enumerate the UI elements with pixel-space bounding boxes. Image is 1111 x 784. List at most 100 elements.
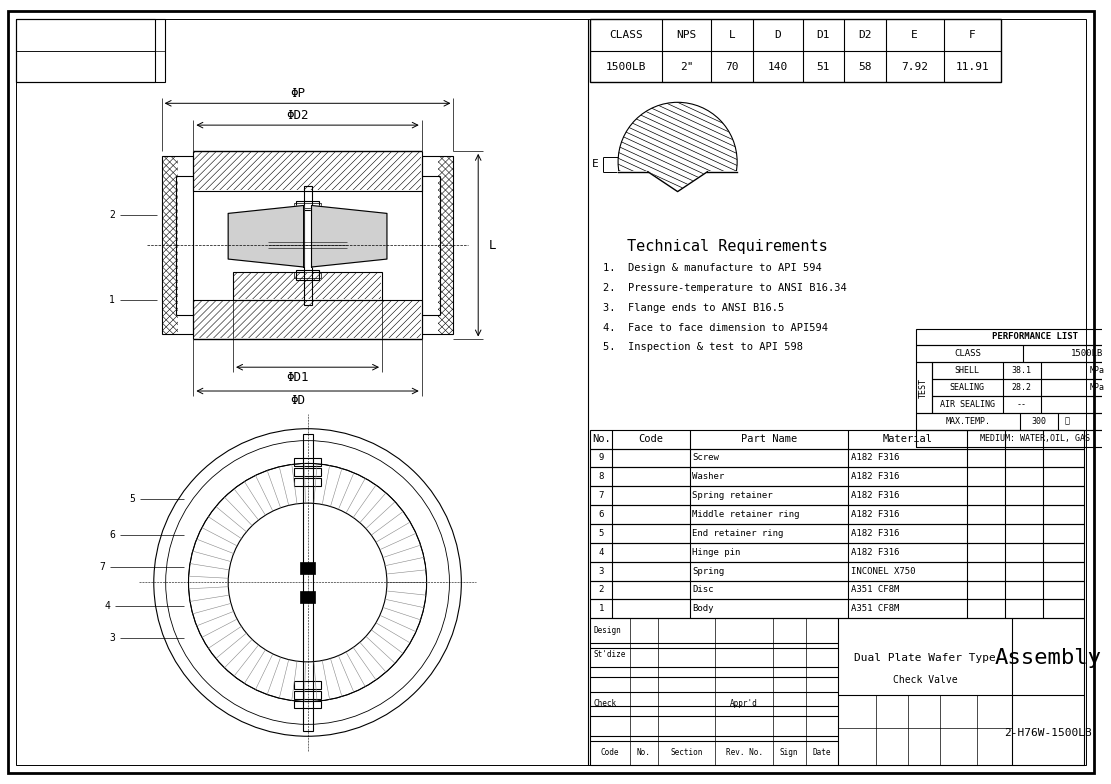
Bar	[296, 270, 320, 280]
Text: Appr'd: Appr'd	[730, 699, 758, 709]
Text: 2: 2	[109, 210, 116, 220]
Text: L: L	[729, 30, 735, 40]
Text: INCONEL X750: INCONEL X750	[851, 567, 915, 575]
Text: PERFORMANCE LIST: PERFORMANCE LIST	[992, 332, 1078, 342]
Bar	[932, 396, 1111, 413]
Text: 7: 7	[599, 492, 604, 500]
Text: Section: Section	[670, 748, 703, 757]
Text: 5: 5	[599, 529, 604, 538]
Text: --: --	[1017, 400, 1027, 409]
Bar	[590, 524, 1084, 543]
Text: A182 F316: A182 F316	[851, 510, 900, 519]
Bar	[233, 272, 382, 299]
Text: Technical Requirements: Technical Requirements	[627, 238, 828, 254]
Bar	[293, 272, 321, 278]
Text: 2": 2"	[680, 62, 693, 71]
Text: D2: D2	[859, 30, 872, 40]
Bar	[590, 543, 1084, 561]
Text: 4: 4	[104, 601, 110, 612]
Text: Check: Check	[593, 699, 617, 709]
Bar	[438, 156, 453, 335]
Text: 23: 23	[683, 197, 695, 206]
Text: MPa: MPa	[1090, 366, 1104, 376]
Bar	[590, 580, 1084, 599]
Text: E: E	[911, 30, 918, 40]
Text: 2.  Pressure-temperature to ANSI B16.34: 2. Pressure-temperature to ANSI B16.34	[603, 283, 847, 293]
Text: 38.1: 38.1	[1012, 366, 1032, 376]
Text: A182 F316: A182 F316	[851, 548, 900, 557]
Text: 7: 7	[99, 561, 106, 572]
Text: D1: D1	[817, 30, 830, 40]
Bar	[300, 561, 316, 574]
Text: St'dize: St'dize	[593, 651, 625, 659]
Bar	[293, 478, 321, 486]
Text: 7.92: 7.92	[901, 62, 928, 71]
Bar	[590, 486, 1084, 505]
Bar	[915, 328, 1111, 346]
Text: 28.2: 28.2	[1012, 383, 1032, 392]
Text: 8: 8	[599, 472, 604, 481]
Text: Spring: Spring	[692, 567, 724, 575]
Text: AIR SEALING: AIR SEALING	[940, 400, 994, 409]
Bar	[590, 505, 1084, 524]
Circle shape	[153, 429, 461, 736]
Text: No.: No.	[592, 434, 611, 444]
Text: A182 F316: A182 F316	[851, 492, 900, 500]
Bar	[293, 691, 321, 699]
Bar	[16, 19, 154, 82]
Text: 9: 9	[599, 453, 604, 463]
Text: 1500LB: 1500LB	[605, 62, 647, 71]
Circle shape	[228, 503, 387, 662]
Text: 3: 3	[599, 567, 604, 575]
Text: 58: 58	[859, 62, 872, 71]
Bar	[590, 467, 1084, 486]
Bar	[590, 561, 1084, 580]
Text: A351 CF8M: A351 CF8M	[851, 604, 900, 613]
Text: 4: 4	[599, 548, 604, 557]
Text: D: D	[774, 30, 781, 40]
Text: 1: 1	[599, 604, 604, 613]
Text: Body: Body	[692, 604, 714, 613]
Bar	[162, 156, 178, 335]
Text: MPa: MPa	[1090, 383, 1104, 392]
Text: 6: 6	[599, 510, 604, 519]
Circle shape	[618, 102, 737, 221]
Text: E: E	[592, 159, 599, 169]
Text: SEALING: SEALING	[950, 383, 984, 392]
Bar	[590, 599, 1084, 619]
Text: 70: 70	[725, 62, 739, 71]
Text: F: F	[969, 30, 975, 40]
Text: Check Valve: Check Valve	[893, 675, 958, 685]
Text: MAX.TEMP.: MAX.TEMP.	[945, 417, 990, 426]
Text: Washer: Washer	[692, 472, 724, 481]
Bar	[296, 201, 320, 210]
Text: A182 F316: A182 F316	[851, 453, 900, 463]
Text: ΦD: ΦD	[290, 394, 306, 408]
Bar	[293, 468, 321, 477]
Bar	[438, 156, 453, 335]
Text: 3.  Flange ends to ANSI B16.5: 3. Flange ends to ANSI B16.5	[603, 303, 784, 313]
Circle shape	[189, 463, 427, 702]
Text: Part Name: Part Name	[741, 434, 797, 444]
Text: 6: 6	[109, 530, 116, 540]
Bar	[590, 19, 1001, 82]
Text: A182 F316: A182 F316	[851, 529, 900, 538]
Text: 5.  Inspection & test to API 598: 5. Inspection & test to API 598	[603, 343, 803, 352]
Polygon shape	[618, 172, 737, 221]
Text: 51: 51	[817, 62, 830, 71]
Bar	[194, 152, 421, 190]
Bar	[915, 413, 1111, 430]
Text: Rev. No.: Rev. No.	[725, 748, 762, 757]
Bar	[300, 591, 316, 604]
Bar	[302, 434, 312, 731]
Text: 11.91: 11.91	[955, 62, 989, 71]
Text: ΦD1: ΦD1	[287, 371, 309, 383]
Bar	[293, 459, 321, 466]
Text: A182 F316: A182 F316	[851, 472, 900, 481]
Text: End retainer ring: End retainer ring	[692, 529, 784, 538]
Text: Spring retainer: Spring retainer	[692, 492, 773, 500]
Text: 3: 3	[109, 633, 116, 643]
Text: Screw: Screw	[692, 453, 720, 463]
Text: 2-H76W-1500LB: 2-H76W-1500LB	[1004, 728, 1092, 738]
Text: A351 CF8M: A351 CF8M	[851, 586, 900, 594]
